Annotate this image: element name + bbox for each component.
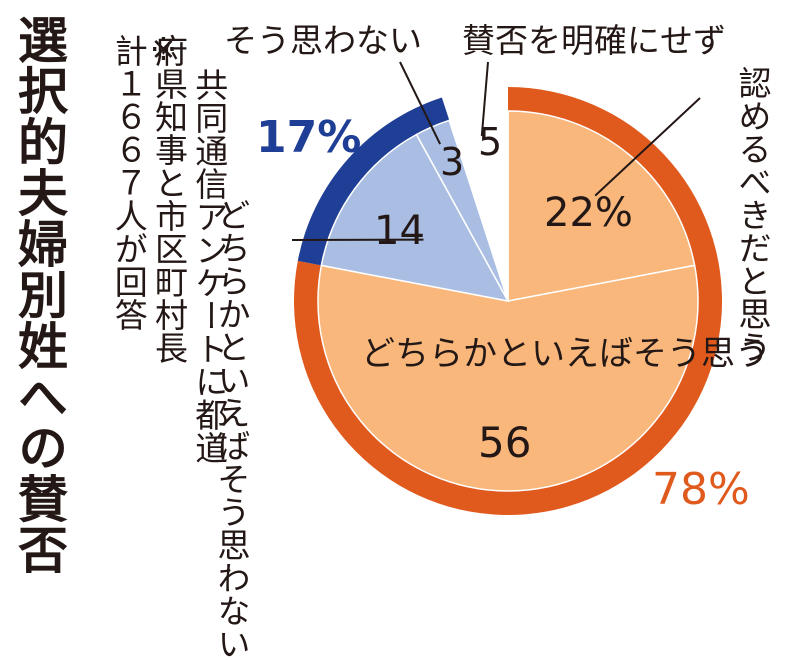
slice-value-disagree-strong: 3 — [440, 140, 464, 184]
slice-label-undecided: 賛否を明確にせず — [462, 14, 726, 62]
slice-label-disagree-strong: そう思わない — [224, 14, 422, 62]
group-total-disagree: 17% — [256, 112, 361, 163]
slice-label-agree-somewhat: どちらかといえばそう思う — [361, 326, 769, 375]
slice-value-disagree-somewhat: 14 — [374, 208, 425, 254]
pie-chart — [0, 0, 800, 538]
slice-value-agree-strong: 22% — [544, 190, 633, 236]
slice-value-undecided: 5 — [478, 120, 502, 164]
group-total-agree: 78% — [652, 464, 750, 515]
slice-label-agree-strong: 認めるべきだと思う — [728, 66, 776, 363]
slice-value-agree-somewhat: 56 — [478, 418, 531, 467]
slice-label-disagree-somewhat: どちらかといえばそう思わない — [212, 198, 250, 660]
slice-label-disagree-somewhat-text: どちらかといえばそう思わない — [212, 198, 251, 660]
